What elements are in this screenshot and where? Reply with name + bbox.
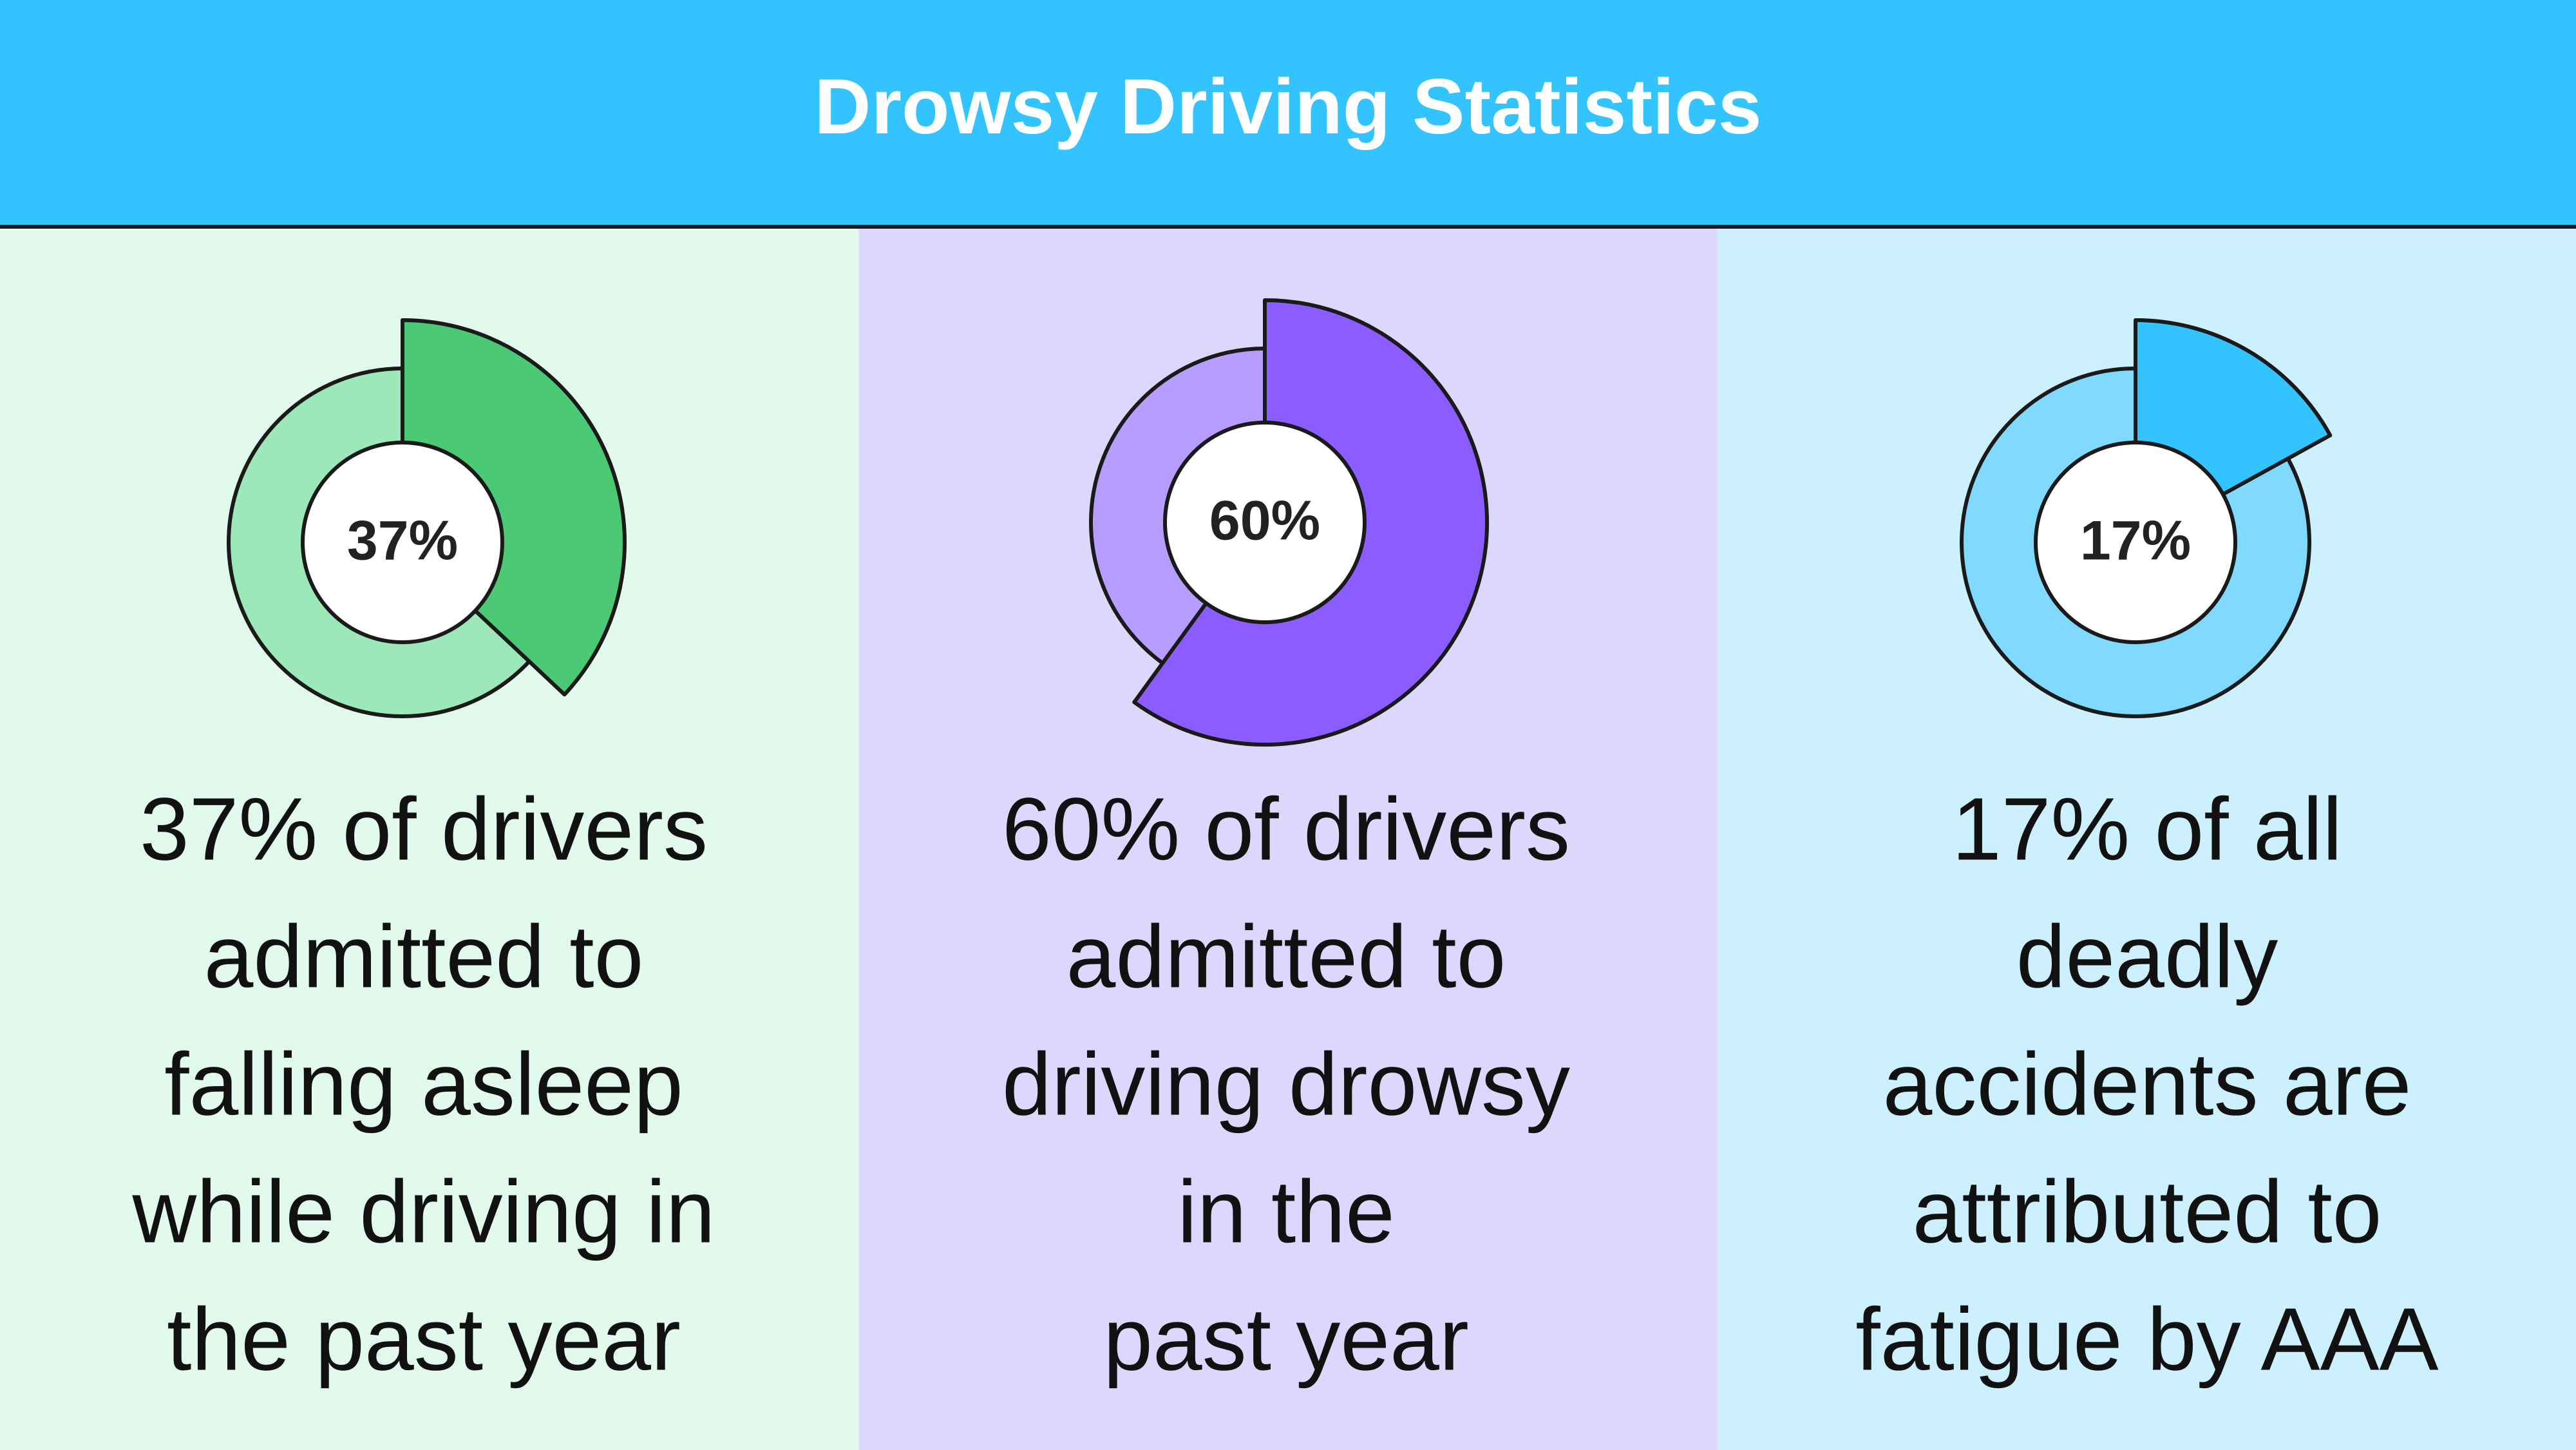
caption-line: 17% of all bbox=[1952, 779, 2342, 879]
value-label: 37% bbox=[347, 510, 458, 572]
caption-line: in the bbox=[1177, 1162, 1395, 1261]
caption-line: attributed to bbox=[1913, 1162, 2382, 1261]
caption-line: past year bbox=[1103, 1290, 1469, 1389]
donut-segment bbox=[401, 318, 627, 697]
caption-line: deadly bbox=[2016, 907, 2278, 1006]
value-label: 17% bbox=[2080, 510, 2191, 572]
caption-line: while driving in bbox=[131, 1162, 715, 1261]
header bbox=[0, 0, 2576, 225]
caption-line: 37% of drivers bbox=[140, 779, 708, 879]
title: Drowsy Driving Statistics bbox=[814, 62, 1761, 150]
caption-line: driving drowsy bbox=[1002, 1035, 1570, 1134]
donut-hole bbox=[1163, 421, 1367, 624]
caption-line: the past year bbox=[167, 1290, 681, 1389]
caption-line: admitted to bbox=[204, 907, 644, 1006]
caption-line: fatigue by AAA bbox=[1855, 1290, 2438, 1389]
caption-line: falling asleep bbox=[164, 1035, 683, 1134]
value-label: 60% bbox=[1209, 490, 1320, 552]
donut-hole bbox=[301, 441, 504, 644]
donut-hole bbox=[2034, 441, 2237, 644]
caption-line: accidents are bbox=[1883, 1035, 2412, 1134]
caption-line: 60% of drivers bbox=[1002, 779, 1570, 879]
caption-line: admitted to bbox=[1066, 907, 1506, 1006]
